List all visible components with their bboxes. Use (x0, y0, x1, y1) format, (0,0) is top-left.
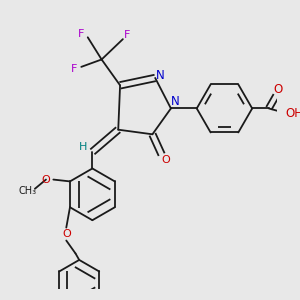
Text: F: F (78, 28, 85, 39)
Text: N: N (171, 94, 180, 107)
Text: H: H (79, 142, 87, 152)
Text: F: F (71, 64, 77, 74)
Text: O: O (42, 175, 50, 184)
Text: N: N (156, 69, 165, 82)
Text: CH₃: CH₃ (18, 186, 37, 196)
Text: O: O (62, 229, 71, 239)
Text: O: O (273, 83, 283, 97)
Text: OH: OH (286, 106, 300, 120)
Text: F: F (124, 31, 131, 40)
Text: O: O (161, 155, 170, 165)
